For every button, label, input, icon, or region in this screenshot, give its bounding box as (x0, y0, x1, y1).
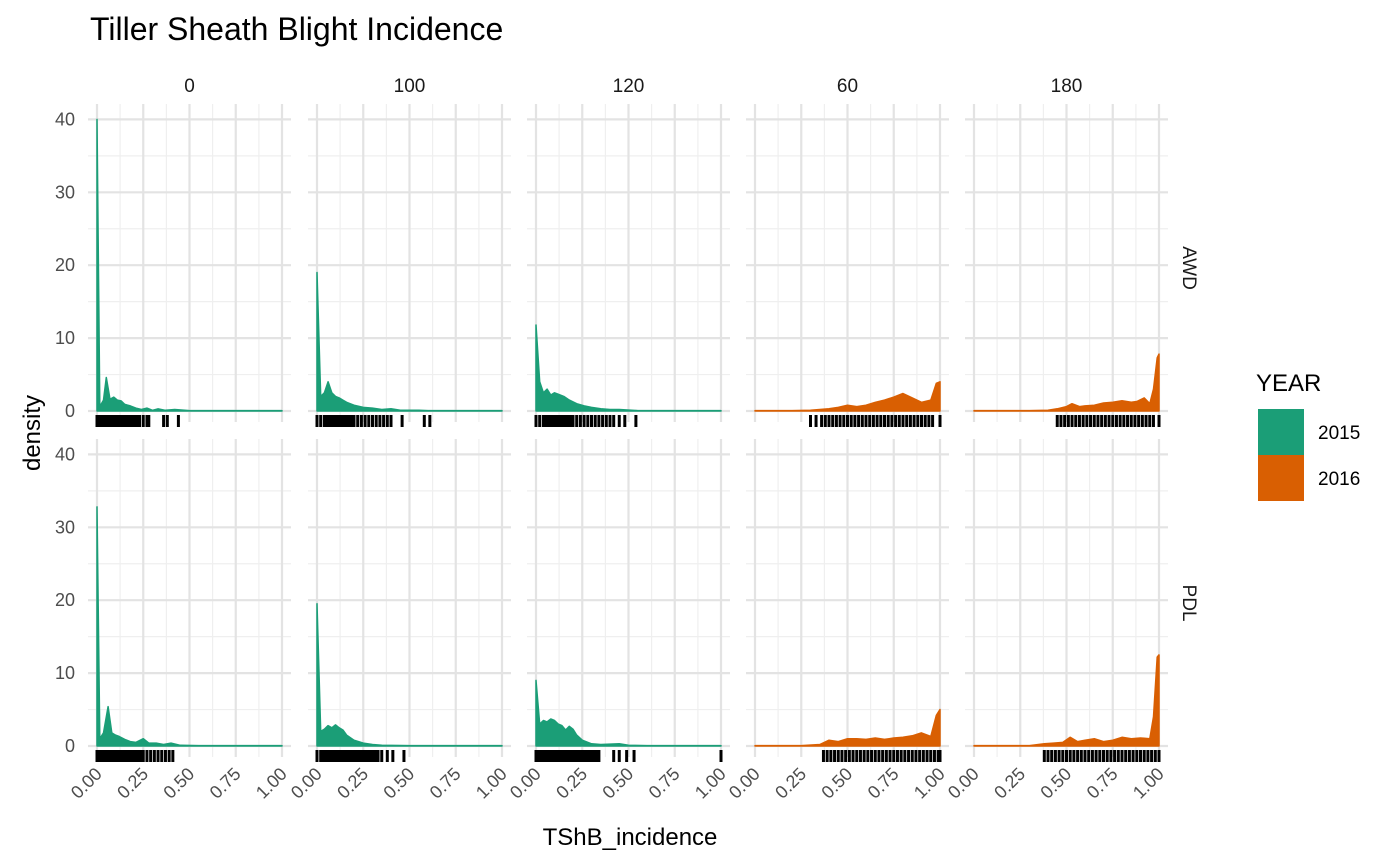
x-tick-label: 0.00 (506, 764, 545, 803)
x-tick-label: 0.50 (817, 764, 856, 803)
panel-awd-60 (746, 104, 949, 427)
density-area-2016 (973, 353, 1160, 412)
density-area-2016 (754, 381, 941, 412)
legend-label-2016: 2016 (1318, 469, 1360, 490)
y-tick-label: 10 (55, 663, 75, 683)
x-tick-label: 0.25 (990, 764, 1029, 803)
x-tick-label: 0.00 (725, 764, 764, 803)
panel-awd-120 (527, 104, 730, 427)
x-tick-label: 0.50 (598, 764, 637, 803)
legend-label-2015: 2015 (1318, 423, 1360, 444)
y-tick-label: 0 (65, 401, 75, 421)
facet-panels (88, 104, 1168, 762)
x-axis-title: TShB_incidence (543, 824, 718, 851)
x-tick-label: 0.25 (113, 764, 152, 803)
y-tick-label: 0 (65, 736, 75, 756)
panel-pdl-120 (527, 439, 730, 762)
x-tick-label: 1.00 (1129, 764, 1168, 803)
column-strips: 0 100 120 60 180 (184, 76, 1082, 97)
x-tick-label: 0.25 (771, 764, 810, 803)
y-tick-label: 20 (55, 590, 75, 610)
y-axis-title: density (19, 395, 46, 471)
strip-col-100: 100 (394, 76, 426, 97)
x-tick-label: 0.75 (426, 764, 465, 803)
y-tick-label: 40 (55, 444, 75, 464)
y-tick-label: 10 (55, 328, 75, 348)
x-tick-label: 0.50 (379, 764, 418, 803)
x-tick-label: 0.25 (333, 764, 372, 803)
x-tick-label: 0.25 (552, 764, 591, 803)
density-area-2016 (754, 708, 941, 747)
y-tick-label: 40 (55, 109, 75, 129)
x-tick-label: 0.00 (944, 764, 983, 803)
density-area-2015 (316, 271, 503, 412)
density-area-2016 (973, 654, 1160, 747)
density-area-2015 (316, 603, 503, 747)
panel-awd-100 (308, 104, 511, 427)
panel-pdl-180 (965, 439, 1168, 762)
panel-pdl-100 (308, 439, 511, 762)
panel-pdl-0 (88, 439, 291, 762)
strip-row-awd: AWD (1178, 246, 1199, 290)
x-tick-label: 0.00 (287, 764, 326, 803)
x-tick-label: 0.50 (159, 764, 198, 803)
x-tick-label: 1.00 (910, 764, 949, 803)
legend-swatch-2015 (1258, 409, 1304, 455)
x-axis: 0.00 0.25 0.50 0.75 1.000.00 0.25 0.50 0.75 1.00… (67, 764, 1168, 803)
x-tick-label: 0.75 (1083, 764, 1122, 803)
x-tick-label: 1.00 (472, 764, 511, 803)
panel-awd-180 (965, 104, 1168, 427)
legend: YEAR 2015 2016 (1256, 370, 1360, 501)
density-area-2015 (96, 118, 283, 412)
strip-row-pdl: PDL (1178, 585, 1199, 622)
x-tick-label: 0.75 (864, 764, 903, 803)
strip-col-0: 0 (184, 76, 195, 97)
legend-swatch-2016 (1258, 455, 1304, 501)
y-tick-label: 30 (55, 517, 75, 537)
chart-title: Tiller Sheath Blight Incidence (90, 11, 503, 47)
strip-col-120: 120 (613, 76, 645, 97)
row-strips: AWD PDL (1178, 246, 1199, 621)
y-tick-label: 20 (55, 255, 75, 275)
x-tick-label: 1.00 (691, 764, 730, 803)
strip-col-180: 180 (1051, 76, 1083, 97)
density-area-2015 (535, 324, 722, 412)
density-area-2015 (535, 679, 722, 747)
panel-pdl-60 (746, 439, 949, 762)
y-tick-label: 30 (55, 182, 75, 202)
x-tick-label: 1.00 (252, 764, 291, 803)
legend-title: YEAR (1256, 370, 1321, 397)
x-tick-label: 0.50 (1036, 764, 1075, 803)
x-tick-label: 0.00 (67, 764, 106, 803)
strip-col-60: 60 (837, 76, 858, 97)
panel-awd-0 (88, 104, 291, 427)
y-axis: 0 10 20 30 40 0 10 20 30 40 (55, 109, 75, 756)
density-area-2015 (96, 506, 283, 747)
x-tick-label: 0.75 (206, 764, 245, 803)
x-tick-label: 0.75 (645, 764, 684, 803)
